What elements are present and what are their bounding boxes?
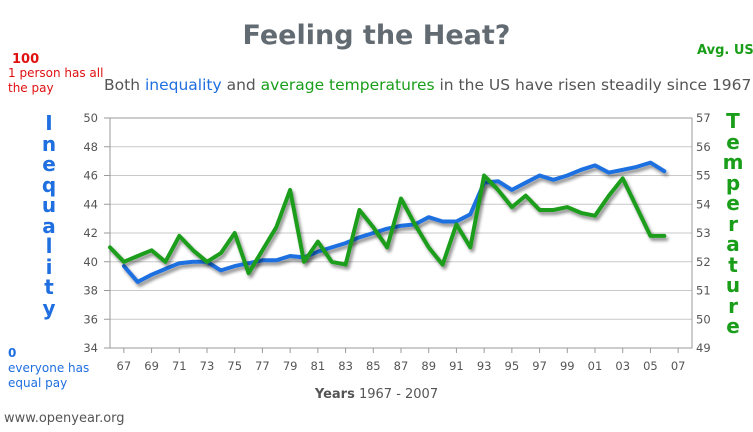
right-tick-label: 54 <box>696 197 711 211</box>
axis-title-letter: u <box>725 273 741 297</box>
inequality-min-value: 0 <box>8 346 17 360</box>
axis-title-letter: e <box>726 129 740 154</box>
x-axis-title-bold: Years <box>314 387 355 402</box>
x-tick-label: 97 <box>532 359 547 373</box>
right-tick-label: 56 <box>696 140 711 154</box>
x-tick-label: 73 <box>200 359 215 373</box>
axis-title-letter: t <box>728 252 738 277</box>
x-tick-label: 75 <box>227 359 242 373</box>
axis-title-letter: p <box>725 170 741 195</box>
right-tick-label: 53 <box>696 226 711 240</box>
axis-title-letter: r <box>728 211 738 236</box>
left-tick-label: 34 <box>83 341 98 355</box>
axis-title-letter: T <box>726 109 740 133</box>
right-tick-label: 52 <box>696 255 711 269</box>
chart-title: Feeling the Heat? <box>242 20 511 51</box>
inequality-min-note: everyone has equal pay <box>8 361 90 390</box>
inequality-max-note: 1 person has all the pay <box>8 66 104 95</box>
right-tick-label: 49 <box>696 341 711 355</box>
subtitle-part-5: in the US have risen steadily since 1967… <box>434 76 753 94</box>
axis-title-letter: m <box>722 150 744 174</box>
x-tick-label: 89 <box>421 359 436 373</box>
right-tick-label: 51 <box>696 284 711 298</box>
x-tick-label: 69 <box>144 359 159 373</box>
x-tick-label: 85 <box>366 359 381 373</box>
left-tick-label: 38 <box>83 284 98 298</box>
x-tick-label: 93 <box>477 359 492 373</box>
left-tick-label: 40 <box>83 255 98 269</box>
temperature-axis-header: Avg. US <box>697 43 753 58</box>
x-tick-label: 03 <box>615 359 630 373</box>
subtitle-temperature-word: average temperatures <box>260 76 435 94</box>
inequality-max-value: 100 <box>12 52 40 67</box>
right-axis-ticks: 49 50 51 52 53 54 55 56 57 <box>696 111 711 355</box>
subtitle-part-3: and <box>221 76 261 94</box>
x-tick-label: 07 <box>671 359 686 373</box>
axis-title-letter: I <box>45 111 53 135</box>
x-tick-label: 83 <box>338 359 353 373</box>
axis-title-letter: e <box>726 314 740 338</box>
axis-title-letter: a <box>726 232 740 256</box>
right-tick-label: 50 <box>696 312 711 326</box>
axis-title-letter: l <box>45 234 53 258</box>
axis-title-letter: r <box>728 293 738 318</box>
x-tick-label: 77 <box>255 359 270 373</box>
x-axis-title-rest: 1967 - 2007 <box>354 387 439 402</box>
axis-title-letter: q <box>41 172 57 197</box>
left-tick-label: 46 <box>83 169 98 183</box>
series-lines <box>108 160 667 284</box>
axis-title-letter: e <box>726 191 740 215</box>
x-tick-label: 95 <box>505 359 520 373</box>
axis-title-letter: t <box>44 275 54 299</box>
left-tick-label: 50 <box>83 111 98 125</box>
axis-title-letter: i <box>45 254 53 279</box>
axis-title-letter: u <box>41 193 57 217</box>
left-tick-label: 48 <box>83 140 98 154</box>
x-tick-label: 71 <box>172 359 187 373</box>
x-axis-title: Years 1967 - 2007 <box>0 387 753 402</box>
left-tick-label: 36 <box>83 312 98 326</box>
left-tick-label: 42 <box>83 226 98 240</box>
subtitle-inequality-word: inequality <box>144 76 222 94</box>
right-tick-label: 57 <box>696 111 711 125</box>
x-tick-label: 87 <box>394 359 409 373</box>
x-tick-label: 67 <box>117 359 132 373</box>
subtitle-part-1: Both <box>104 76 145 94</box>
axis-title-letter: e <box>42 152 56 176</box>
left-axis-ticks: 34 36 38 40 42 44 46 48 50 <box>83 111 110 355</box>
source-watermark: www.openyear.org <box>4 411 125 426</box>
x-tick-label: 01 <box>588 359 603 373</box>
series-line-average-temperatures <box>108 173 667 276</box>
left-tick-label: 44 <box>83 197 98 211</box>
x-tick-label: 99 <box>560 359 575 373</box>
axis-title-letter: a <box>42 213 56 238</box>
axis-title-letter: n <box>41 131 57 156</box>
right-tick-label: 55 <box>696 169 711 183</box>
axis-title-letter: y <box>42 295 56 320</box>
chart-subtitle: Both inequality and average temperatures… <box>104 76 753 94</box>
x-tick-label: 05 <box>643 359 658 373</box>
x-axis-ticks: 67 69 71 73 75 77 79 81 83 85 87 89 91 93 95 97 99 01 03 05… <box>117 348 686 373</box>
x-tick-label: 91 <box>449 359 464 373</box>
x-tick-label: 79 <box>283 359 298 373</box>
x-tick-label: 81 <box>311 359 326 373</box>
